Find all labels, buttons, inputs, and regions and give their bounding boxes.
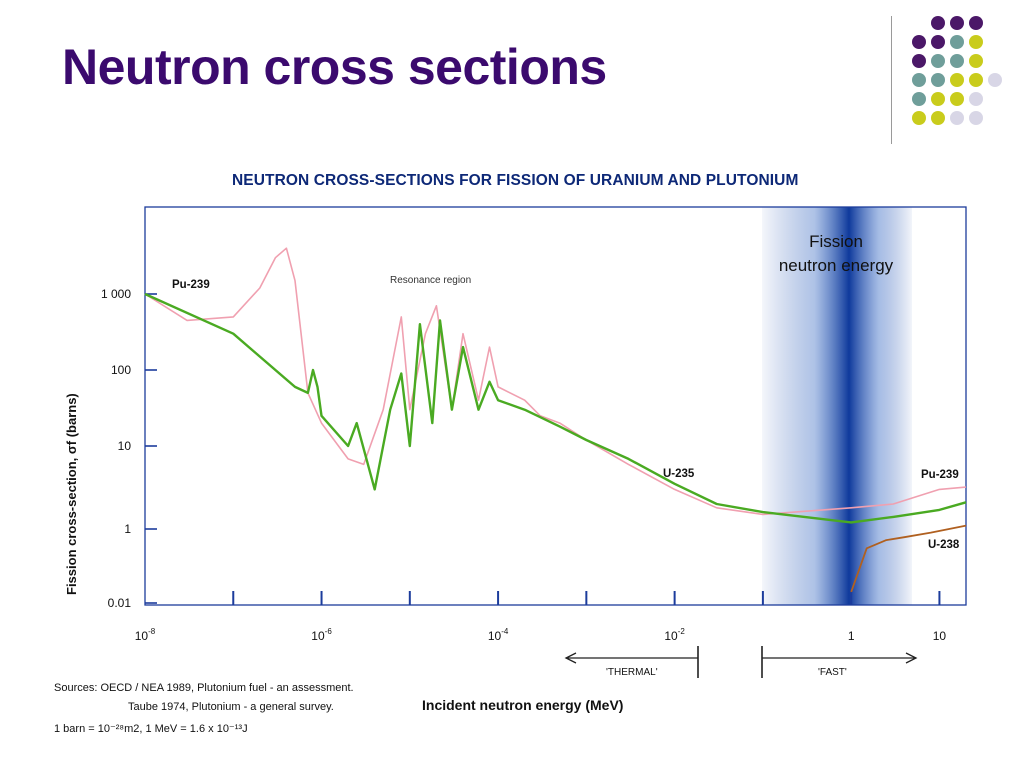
- x-tick-label: 10-8: [135, 627, 156, 643]
- series-label-u235: U-235: [663, 468, 695, 480]
- decor-dot: [969, 92, 983, 106]
- x-tick-label: 10-2: [664, 627, 685, 643]
- x-axis-label: Incident neutron energy (MeV): [422, 697, 624, 713]
- series-label-pu239-right: Pu-239: [921, 469, 959, 481]
- y-axis-label: Fission cross-section, σf (barns): [64, 393, 79, 595]
- decor-dot: [969, 73, 983, 87]
- fission-energy-band: [762, 207, 912, 605]
- x-tick-label: 10: [933, 629, 947, 643]
- decor-dot: [912, 111, 926, 125]
- decor-dot: [950, 73, 964, 87]
- decor-dot: [950, 111, 964, 125]
- decor-dot: [931, 35, 945, 49]
- fast-label: 'FAST': [818, 667, 847, 678]
- x-tick-label: 1: [848, 629, 855, 643]
- decor-dot: [912, 54, 926, 68]
- plot-frame: [144, 206, 967, 606]
- decor-dot: [931, 111, 945, 125]
- fission-band-label-line2: neutron energy: [778, 256, 894, 275]
- y-tick-label: 10: [118, 439, 132, 453]
- sources-line-3: 1 barn = 10⁻²⁸m2, 1 MeV = 1.6 x 10⁻¹³J: [54, 723, 248, 735]
- decor-dot: [950, 54, 964, 68]
- decor-dot: [969, 35, 983, 49]
- title-divider-line: [891, 16, 892, 144]
- decor-dot: [950, 92, 964, 106]
- decor-dot: [931, 54, 945, 68]
- decor-dot: [912, 92, 926, 106]
- decor-dot: [931, 16, 945, 30]
- y-tick-label: 1: [124, 522, 131, 536]
- thermal-arrowhead: [564, 652, 577, 664]
- y-tick-label: 0.01: [108, 596, 132, 610]
- series-line-u235: [144, 292, 967, 524]
- decor-dot: [931, 92, 945, 106]
- fission-band-label: Fission neutron energy: [776, 230, 896, 278]
- x-tick-label: 10-6: [311, 627, 332, 643]
- decor-dot: [912, 73, 926, 87]
- thermal-label: 'THERMAL': [606, 667, 658, 678]
- decor-dot: [931, 73, 945, 87]
- sources-line-1: Sources: OECD / NEA 1989, Plutonium fuel…: [54, 682, 354, 694]
- y-tick-label: 1 000: [101, 287, 131, 301]
- fission-band-label-line1: Fission: [809, 232, 863, 251]
- decor-dot: [969, 16, 983, 30]
- fast-arrowhead: [905, 652, 918, 664]
- series-label-u238: U-238: [928, 539, 960, 551]
- decor-dot: [969, 54, 983, 68]
- decor-dot: [912, 35, 926, 49]
- slide-title: Neutron cross sections: [62, 39, 607, 95]
- series-label-pu239-left: Pu-239: [172, 279, 210, 291]
- y-tick-label: 100: [111, 363, 131, 377]
- chart-title: NEUTRON CROSS-SECTIONS FOR FISSION OF UR…: [232, 172, 799, 189]
- decor-dot: [950, 16, 964, 30]
- series-line-u238: [850, 524, 967, 593]
- decor-dot: [988, 73, 1002, 87]
- resonance-region-label: Resonance region: [390, 275, 472, 286]
- decor-dot: [969, 111, 983, 125]
- x-tick-label: 10-4: [488, 627, 509, 643]
- decor-dot: [950, 35, 964, 49]
- sources-line-2: Taube 1974, Plutonium - a general survey…: [128, 701, 334, 713]
